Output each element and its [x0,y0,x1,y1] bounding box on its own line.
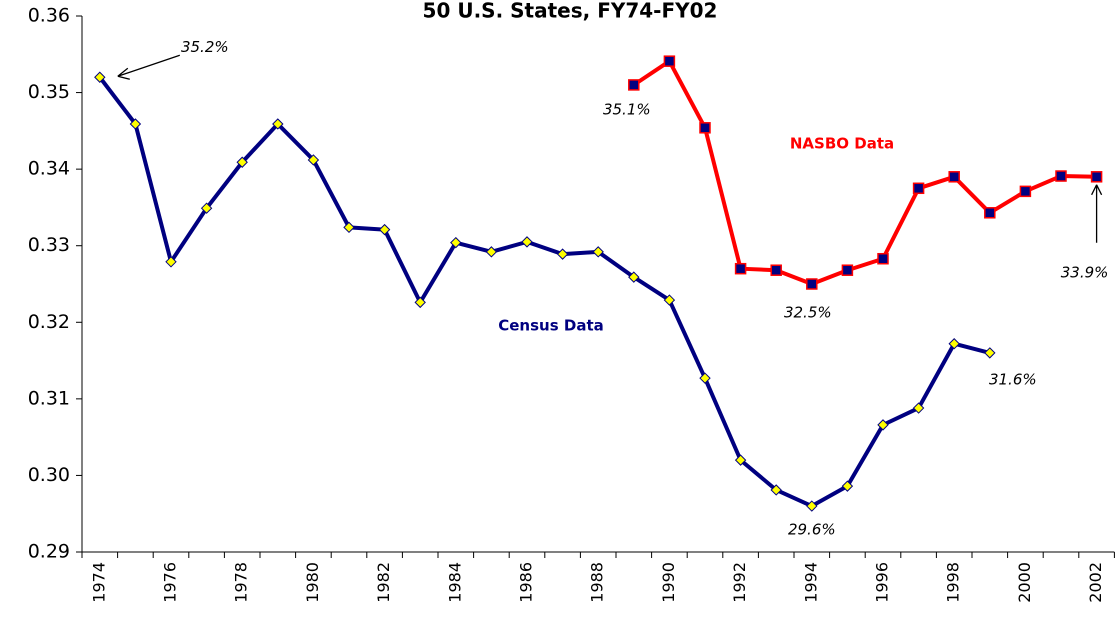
y-tick-label: 0.34 [28,158,70,180]
marker [984,347,996,359]
y-tick-label: 0.29 [28,541,70,563]
arrow [1091,184,1103,243]
arrow [117,54,181,80]
marker [948,338,960,350]
data-label: 32.5% [784,304,832,322]
x-tick-label: 1992 [730,562,749,603]
marker [1090,171,1103,183]
marker [699,372,711,384]
marker [200,202,213,214]
marker [734,262,747,275]
y-tick-label: 0.31 [28,387,70,409]
marker [984,207,996,219]
marker [1055,170,1067,182]
marker [592,246,604,258]
marker [806,500,818,512]
x-tick-label: 1978 [232,562,251,603]
marker [378,223,391,236]
marker [877,252,889,265]
x-tick-label: 1974 [89,562,108,603]
x-tick-label: 1996 [873,562,892,603]
marker [165,256,177,268]
marker [663,294,676,306]
marker [129,118,142,130]
marker [343,221,355,234]
data-label: 29.6% [788,521,836,539]
line-series [632,59,1097,286]
y-tick-label: 0.32 [28,311,70,333]
marker [770,264,782,276]
marker [912,182,925,195]
marker [877,419,889,431]
marker [94,71,106,83]
marker [770,484,782,496]
x-tick-label: 1994 [801,562,820,603]
marker [272,118,284,130]
marker [948,171,960,183]
x-tick-label: 1980 [303,562,322,603]
marker [841,264,854,276]
marker [699,122,711,134]
marker [414,296,426,309]
marker [450,236,462,249]
data-label: 33.9% [1061,263,1109,281]
marker [806,278,818,290]
x-tick-label: 2000 [1015,562,1034,603]
marker [663,55,676,67]
data-label: 31.6% [989,370,1037,388]
y-tick-label: 0.30 [28,464,70,486]
data-label: 35.1% [603,100,651,118]
data-label: 35.2% [181,38,229,56]
marker [628,271,640,283]
x-tick-label: 1984 [445,562,464,603]
line-series [98,76,991,509]
marker [841,480,854,492]
y-tick-label: 0.35 [28,81,70,103]
series-label: Census Data [498,317,603,335]
x-tick-label: 1990 [659,562,678,603]
marker [556,248,569,260]
marker [734,454,747,466]
marker [628,79,640,91]
x-tick-label: 1976 [161,562,180,603]
marker [307,154,320,166]
marker [521,236,533,248]
marker [236,156,248,168]
chart-title: 50 U.S. States, FY74-FY02 [423,0,718,23]
marker [485,246,498,258]
y-tick-label: 0.33 [28,234,70,256]
marker [1019,185,1032,198]
x-tick-label: 1998 [944,562,963,603]
x-tick-label: 2002 [1086,562,1105,603]
marker [912,402,925,414]
x-tick-label: 1982 [374,562,393,603]
series-label: NASBO Data [790,135,894,153]
y-tick-label: 0.36 [28,5,70,27]
x-tick-label: 1986 [517,562,536,603]
x-tick-label: 1988 [588,562,607,603]
